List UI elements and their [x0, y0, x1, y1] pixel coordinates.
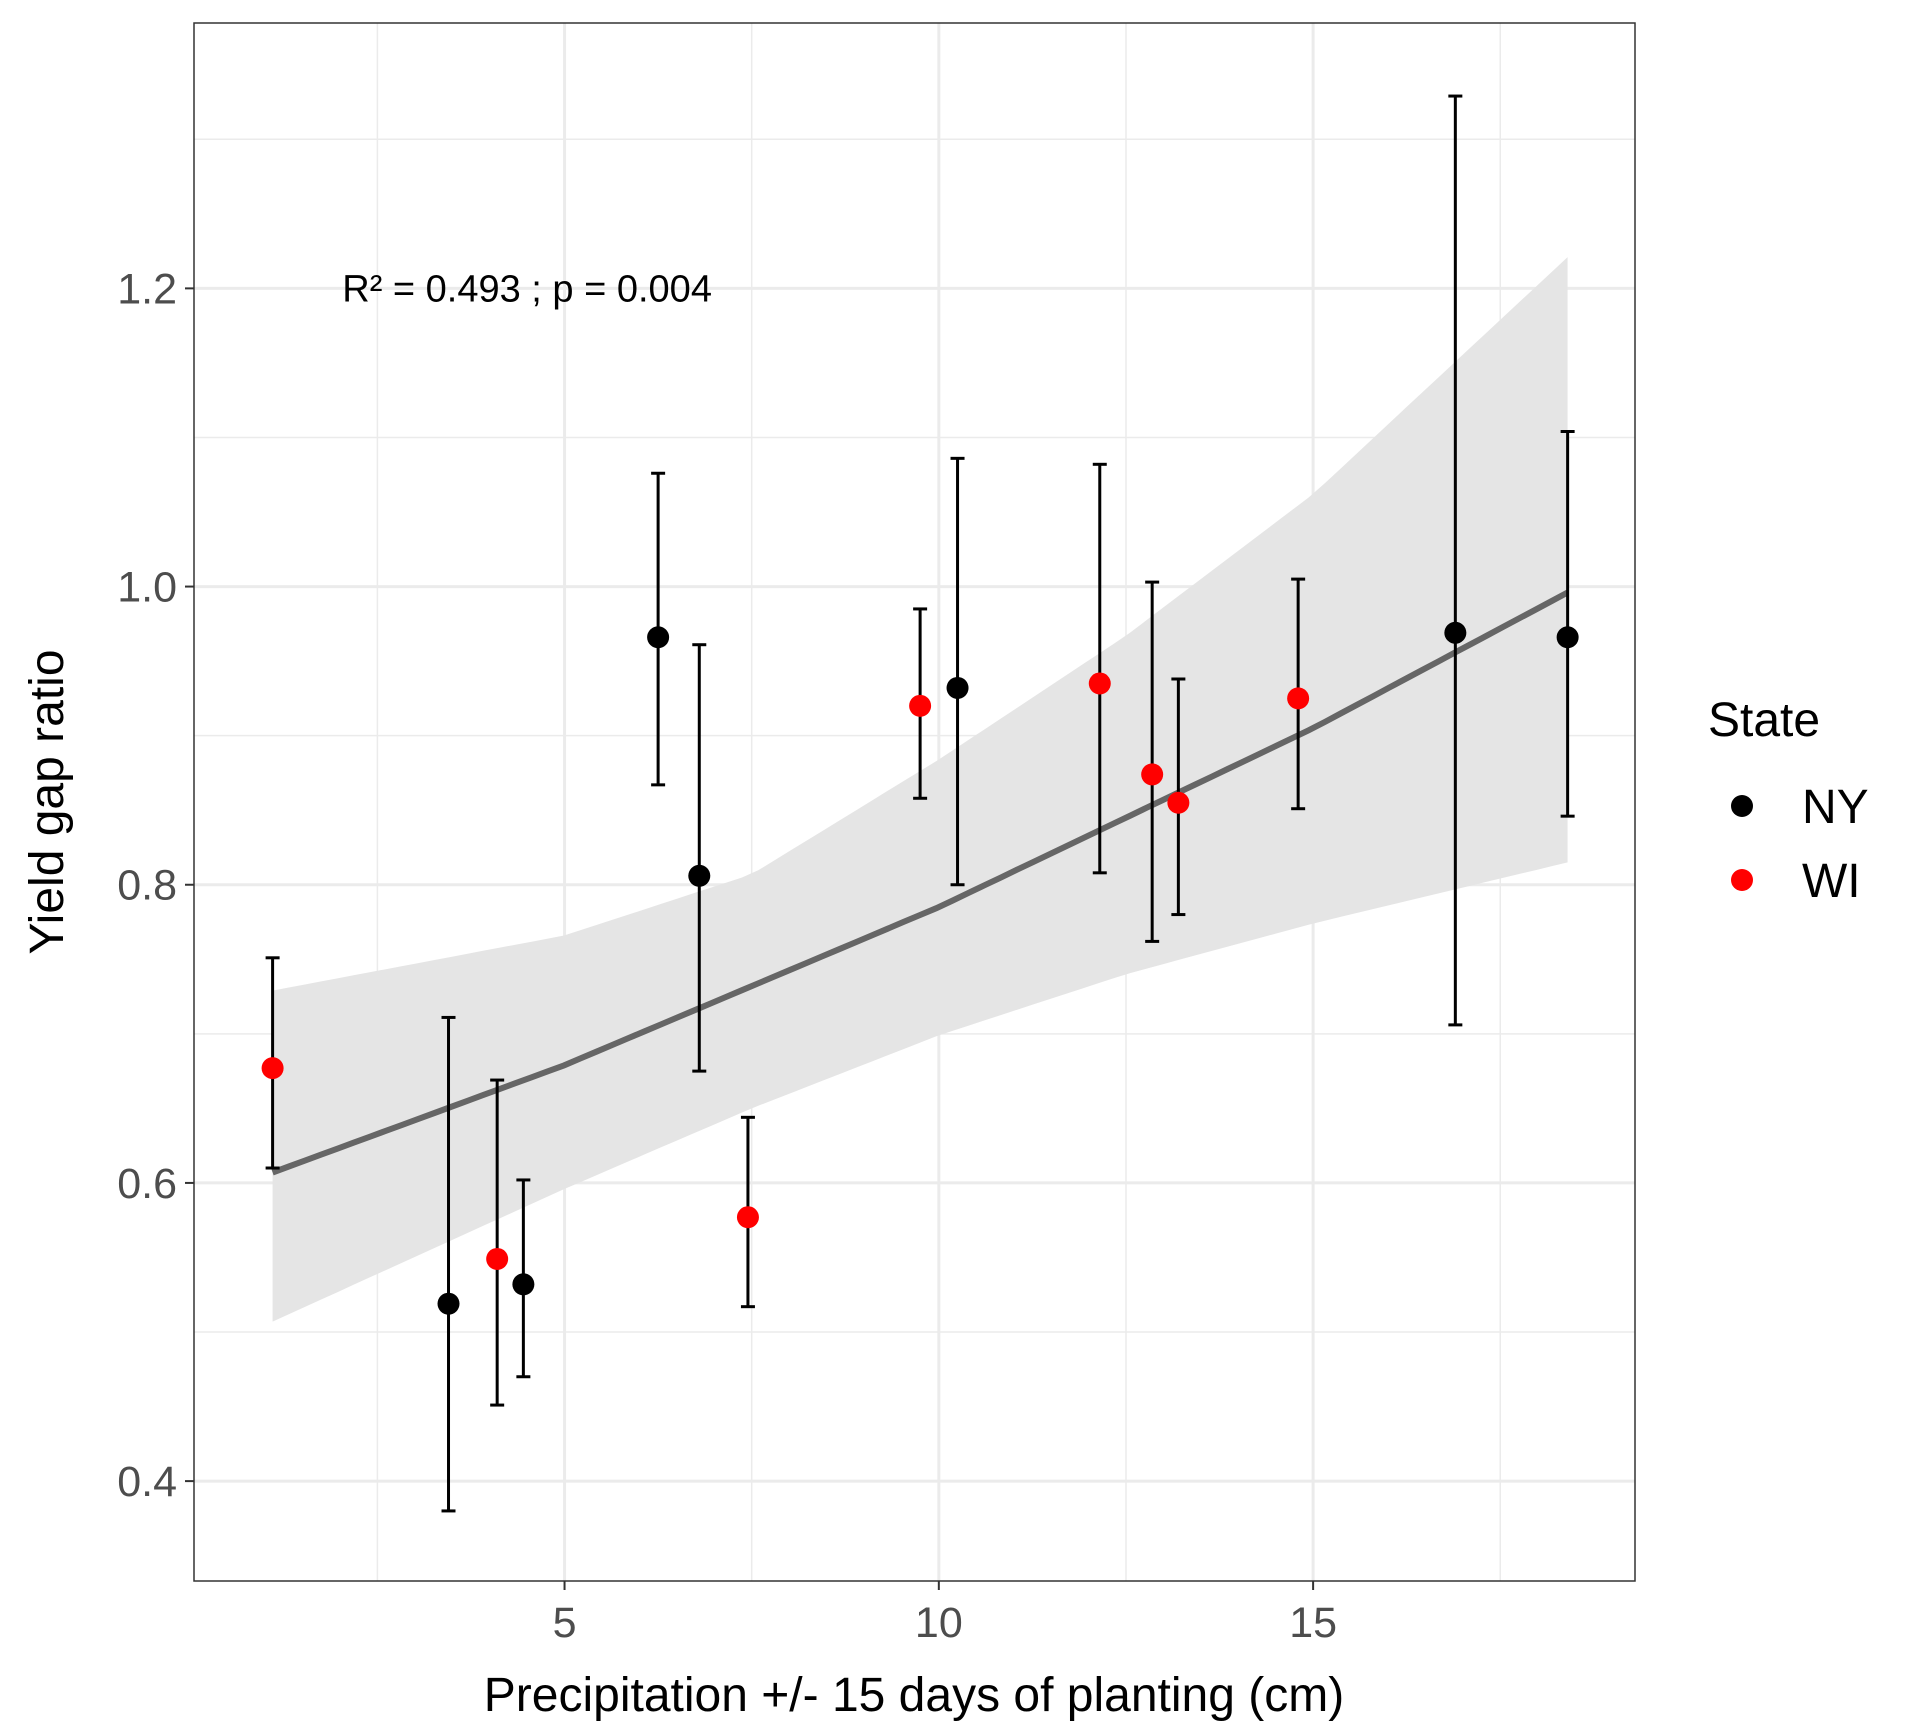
data-point-wi: [261, 1057, 284, 1080]
data-point-ny: [1556, 626, 1579, 649]
legend-key-wi: [1731, 869, 1753, 891]
y-tick-label: 0.4: [117, 1458, 177, 1506]
legend-title: State: [1708, 694, 1820, 747]
legend-key-ny: [1731, 795, 1753, 817]
data-point-ny: [1444, 621, 1467, 644]
x-tick-labels: 5 10 15: [553, 1599, 1337, 1647]
axis-ticks: [185, 287, 1315, 1590]
data-point-ny: [946, 676, 969, 699]
legend-label-ny: NY: [1802, 781, 1869, 834]
data-point-wi: [909, 694, 932, 717]
data-point-wi: [1141, 763, 1164, 786]
fit-line-layer: [271, 589, 1570, 1176]
x-tick-label: 10: [915, 1599, 963, 1647]
fit-line: [271, 589, 1570, 1176]
y-tick-label: 0.8: [117, 862, 177, 910]
data-point-wi: [486, 1247, 509, 1270]
data-point-wi: [736, 1206, 759, 1229]
x-tick-label: 15: [1289, 1599, 1337, 1647]
x-axis-title: Precipitation +/- 15 days of planting (c…: [484, 1669, 1344, 1722]
data-point-ny: [647, 626, 670, 649]
y-tick-label: 0.6: [117, 1160, 177, 1208]
panel-border: [193, 22, 1636, 1582]
y-tick-label: 1.0: [117, 564, 177, 612]
x-tick-label: 5: [553, 1599, 577, 1647]
y-tick-labels: 0.4 0.6 0.8 1.0 1.2: [117, 265, 177, 1506]
y-axis-title: Yield gap ratio: [21, 649, 74, 954]
legend-label-wi: WI: [1802, 855, 1861, 908]
y-tick-label: 1.2: [117, 265, 177, 313]
data-point-ny: [512, 1273, 535, 1296]
data-point-wi: [1167, 791, 1190, 814]
annotation-text: R² = 0.493 ; p = 0.004: [342, 268, 712, 310]
data-point-ny: [437, 1292, 460, 1315]
data-point-wi: [1287, 687, 1310, 710]
legend: State NY WI: [1708, 694, 1869, 908]
data-point-ny: [688, 864, 711, 887]
point-layer: [261, 621, 1579, 1315]
data-point-wi: [1088, 672, 1111, 695]
